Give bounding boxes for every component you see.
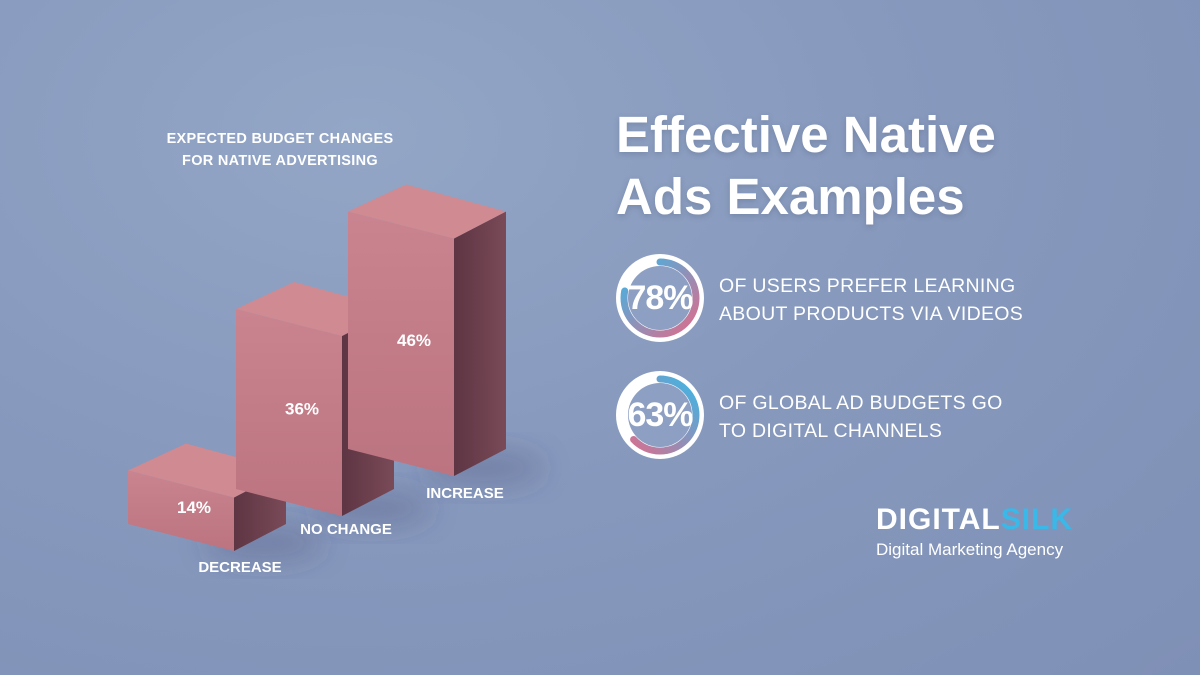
bar-side-increase [454, 211, 506, 476]
stat-value: 78% [627, 278, 693, 317]
stat-description: OF USERS PREFER LEARNING ABOUT PRODUCTS … [719, 272, 1159, 328]
stat-description-line-2: ABOUT PRODUCTS VIA VIDEOS [719, 303, 1024, 325]
brand-name-part-2: SILK [1000, 503, 1074, 536]
bar-front-decrease [128, 470, 234, 551]
stat-description-line-1: OF GLOBAL AD BUDGETS GO [719, 392, 1003, 414]
brand-name: DIGITALSILK [876, 503, 1176, 537]
category-label-increase: INCREASE [426, 485, 504, 502]
data-label-increase: 46% [397, 331, 431, 350]
ring-progress-arc [620, 258, 700, 338]
headline-line-2: Ads Examples [616, 168, 965, 225]
progress-ring [616, 254, 704, 342]
data-label-decrease: 14% [177, 498, 211, 517]
ring-progress-arc [620, 375, 700, 455]
headline: Effective Native Ads Examples [616, 104, 1176, 228]
chart-title-line-2: FOR NATIVE ADVERTISING [182, 153, 378, 169]
stat-users-prefer-videos: 78% OF USERS PREFER LEARNING ABOUT PRODU… [612, 250, 1172, 346]
stat-value: 63% [627, 395, 693, 434]
progress-ring [616, 371, 704, 459]
ring-center [628, 383, 692, 447]
chart-title-line-1: EXPECTED BUDGET CHANGES [166, 131, 394, 147]
bar-front-no-change [236, 309, 342, 516]
bar-front-increase [348, 211, 454, 476]
bar-top-increase [348, 184, 506, 239]
stat-description: OF GLOBAL AD BUDGETS GO TO DIGITAL CHANN… [719, 389, 1159, 445]
brand-logo: DIGITALSILK Digital Marketing Agency [876, 503, 1176, 561]
chart-title: EXPECTED BUDGET CHANGES FOR NATIVE ADVER… [150, 128, 410, 172]
stat-description-line-1: OF USERS PREFER LEARNING [719, 275, 1016, 297]
brand-name-part-1: DIGITAL [876, 503, 1001, 536]
stat-ad-budgets-digital: 63% OF GLOBAL AD BUDGETS GO TO DIGITAL C… [612, 367, 1172, 463]
ring-center [628, 266, 692, 330]
category-label-decrease: DECREASE [198, 559, 281, 576]
data-label-no-change: 36% [285, 400, 319, 419]
brand-tagline: Digital Marketing Agency [876, 540, 1064, 559]
stat-description-line-2: TO DIGITAL CHANNELS [719, 420, 943, 442]
bar-increase [348, 184, 506, 476]
headline-line-1: Effective Native [616, 106, 996, 163]
category-label-no-change: NO CHANGE [300, 521, 392, 538]
